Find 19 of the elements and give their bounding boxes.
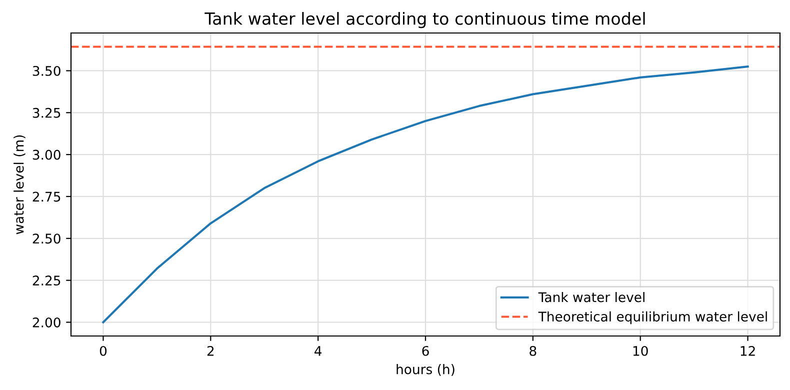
x-tick-label: 12	[740, 346, 755, 356]
x-tick-label: 0	[100, 346, 107, 356]
y-tick-label: 3.50	[32, 66, 60, 76]
y-tick-label: 2.50	[32, 234, 60, 244]
x-tick-label: 8	[530, 346, 536, 356]
y-tick-label: 2.00	[32, 317, 60, 328]
x-tick-label: 6	[422, 346, 429, 356]
y-tick-label: 2.75	[32, 192, 60, 202]
y-tick-label: 2.25	[32, 276, 60, 286]
y-axis-title: water level (m)	[14, 135, 26, 234]
legend-label: Tank water level	[538, 292, 644, 302]
y-tick-label: 3.00	[32, 150, 60, 160]
x-tick-label: 2	[207, 346, 214, 356]
x-axis-title: hours (h)	[396, 364, 454, 376]
x-tick-label: 10	[633, 346, 648, 356]
chart-title: Tank water level according to continuous time model	[204, 12, 645, 28]
legend-label: Theoretical equilibrium water level	[538, 311, 767, 324]
x-tick-label: 4	[314, 346, 322, 356]
y-tick-label: 3.25	[32, 108, 60, 118]
